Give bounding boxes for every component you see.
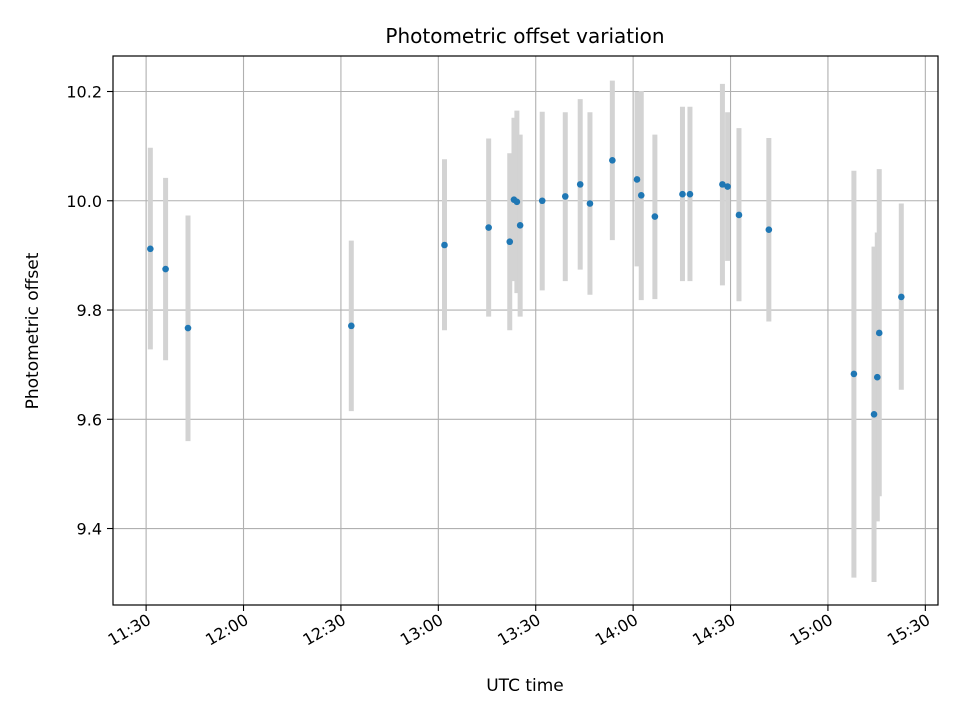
data-point [637, 191, 645, 199]
data-point [516, 222, 524, 229]
data-point [538, 197, 546, 205]
data-point [873, 373, 881, 381]
y-tick-label: 9.4 [77, 520, 102, 539]
data-point [870, 411, 878, 418]
y-tick-label: 10.2 [66, 83, 102, 102]
data-points [147, 157, 905, 418]
y-tick-label: 10.0 [66, 192, 102, 211]
data-point [576, 181, 584, 188]
data-point [850, 370, 858, 378]
y-axis-ticks: 9.4 9.6 9.8 10.0 10.2 [66, 83, 113, 539]
data-point [633, 176, 641, 183]
data-point [609, 157, 616, 164]
data-point [686, 190, 694, 198]
data-point [506, 238, 514, 246]
data-point [485, 224, 492, 231]
data-point [586, 200, 594, 207]
data-point [561, 193, 569, 200]
data-point [147, 245, 154, 253]
x-axis-label: UTC time [486, 676, 564, 696]
data-point [724, 183, 731, 190]
grid [113, 56, 938, 605]
y-axis-label: Photometric offset [23, 252, 43, 409]
data-point [441, 241, 448, 249]
y-tick-label: 9.6 [77, 410, 102, 429]
data-point [651, 213, 659, 220]
data-point [679, 190, 686, 198]
y-tick-label: 9.8 [77, 301, 102, 320]
data-point [513, 198, 521, 206]
data-point [348, 322, 355, 330]
data-point [719, 181, 726, 188]
data-point [875, 329, 883, 337]
data-point [735, 211, 743, 219]
chart-title: Photometric offset variation [385, 24, 664, 48]
data-point [184, 324, 192, 332]
data-point [898, 293, 905, 301]
plot-frame [112, 55, 939, 606]
data-point [162, 265, 169, 273]
data-point [765, 226, 773, 234]
